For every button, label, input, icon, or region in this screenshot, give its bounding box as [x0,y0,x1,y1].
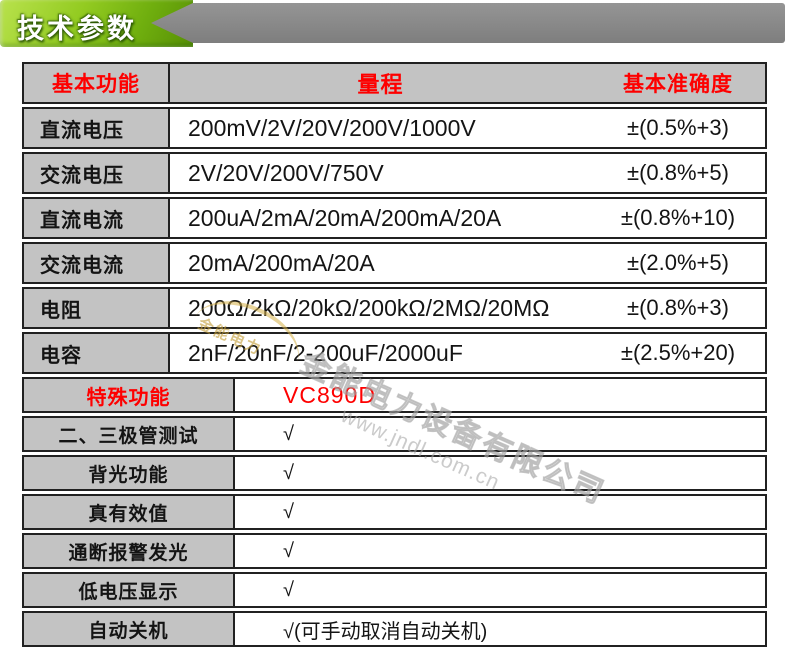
feature-row-true-rms: 真有效值 √ [22,494,767,530]
section-banner: 技术参数 [0,0,785,47]
spec-range: 200Ω/2kΩ/20kΩ/200kΩ/2MΩ/20MΩ [188,294,550,321]
spec-range: 20mA/200mA/20A [188,249,375,276]
feature-value: √ [283,422,294,445]
spec-range: 200uA/2mA/20mA/200mA/20A [188,204,502,231]
feature-label: 真有效值 [24,496,235,528]
feature-row-continuity-alarm: 通断报警发光 √ [22,533,767,569]
feature-value: √ [283,578,294,601]
spec-row-dc-current: 直流电流 200uA/2mA/20mA/200mA/20A ±(0.8%+10) [22,197,767,239]
spec-accuracy: ±(0.8%+5) [627,160,729,185]
spec-accuracy: ±(0.8%+3) [627,295,729,320]
spec-tables: 基本功能 量程 基本准确度 直流电压 200mV/2V/20V/200V/100… [22,62,767,650]
spec-label: 电容 [24,334,170,372]
special-feature-table: 特殊功能 VC890D 二、三极管测试 √ 背光功能 √ 真有效值 √ 通断报警… [22,377,767,647]
feature-value: √ [283,539,294,562]
feature-label: 低电压显示 [24,574,235,606]
spec-row-dc-voltage: 直流电压 200mV/2V/20V/200V/1000V ±(0.5%+3) [22,107,767,149]
feature-value: √ [283,500,294,523]
spec-range: 2V/20V/200V/750V [188,159,384,186]
col-header-accuracy: 基本准确度 [591,64,765,102]
spec-label: 直流电压 [24,109,170,147]
basic-spec-table: 基本功能 量程 基本准确度 直流电压 200mV/2V/20V/200V/100… [22,62,767,374]
spec-label: 电阻 [24,289,170,327]
spec-accuracy: ±(0.5%+3) [627,115,729,140]
feature-label: 自动关机 [24,613,235,645]
feature-label: 背光功能 [24,457,235,489]
spec-label: 交流电压 [24,154,170,192]
feature-row-backlight: 背光功能 √ [22,455,767,491]
feature-label: 二、三极管测试 [24,418,235,450]
spec-range: 2nF/20nF/2-200uF/2000uF [188,339,463,366]
feature-model-value: VC890D [283,381,376,408]
spec-accuracy: ±(2.5%+20) [620,340,736,365]
col-header-range: 量程 [170,64,591,102]
spec-range: 200mV/2V/20V/200V/1000V [188,114,476,141]
spec-accuracy: ±(0.8%+10) [620,205,736,230]
spec-row-ac-voltage: 交流电压 2V/20V/200V/750V ±(0.8%+5) [22,152,767,194]
spec-row-resistance: 电阻 200Ω/2kΩ/20kΩ/200kΩ/2MΩ/20MΩ ±(0.8%+3… [22,287,767,329]
feature-row-diode-transistor-test: 二、三极管测试 √ [22,416,767,452]
spec-row-ac-current: 交流电流 20mA/200mA/20A ±(2.0%+5) [22,242,767,284]
spec-accuracy: ±(2.0%+5) [627,250,729,275]
spec-label: 交流电流 [24,244,170,282]
feature-label: 通断报警发光 [24,535,235,567]
feature-value: √ [283,461,294,484]
feature-header-label: 特殊功能 [24,379,235,411]
page-title: 技术参数 [17,14,137,44]
spec-row-capacitance: 电容 2nF/20nF/2-200uF/2000uF ±(2.5%+20) [22,332,767,374]
feature-value: √(可手动取消自动关机) [283,620,488,643]
banner-tail-chevron-left [151,3,785,43]
feature-row-low-voltage-display: 低电压显示 √ [22,572,767,608]
spec-label: 直流电流 [24,199,170,237]
spec-header-row: 基本功能 量程 基本准确度 [22,62,767,104]
col-header-basic-function: 基本功能 [24,64,170,102]
feature-header-row: 特殊功能 VC890D [22,377,767,413]
feature-row-auto-power-off: 自动关机 √(可手动取消自动关机) [22,611,767,647]
